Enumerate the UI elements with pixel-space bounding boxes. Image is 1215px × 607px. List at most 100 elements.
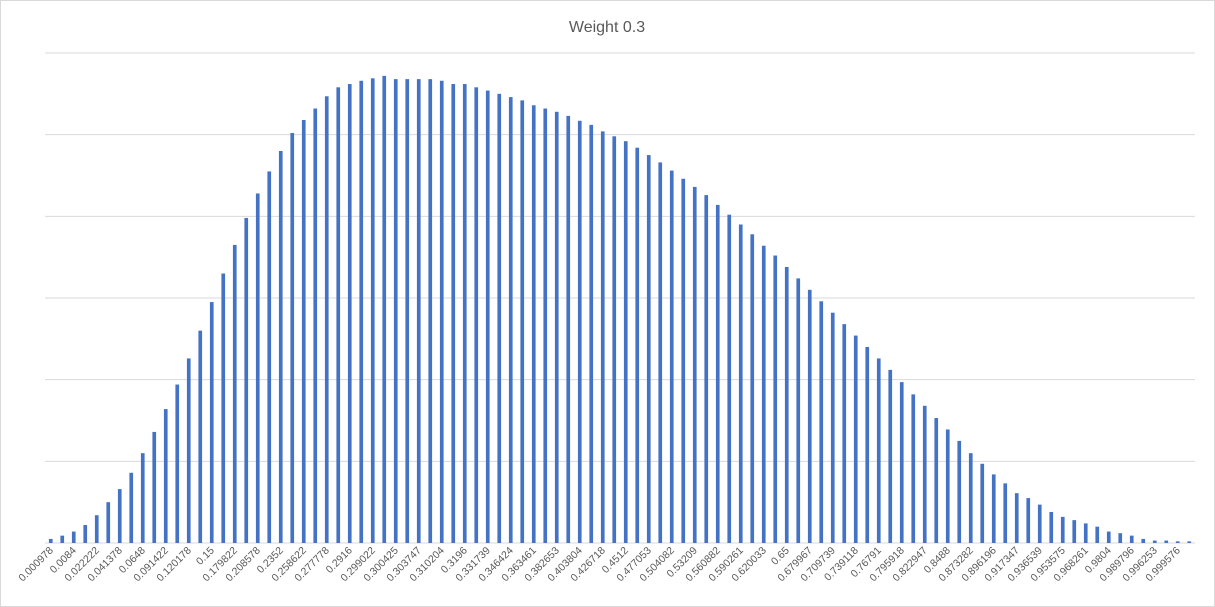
bar: [658, 162, 663, 543]
bar: [1187, 541, 1192, 543]
bar: [451, 84, 456, 543]
bar: [232, 244, 237, 544]
bar: [508, 97, 513, 543]
bar: [60, 535, 65, 543]
bar: [646, 155, 651, 543]
bar: [1141, 538, 1146, 543]
bar: [94, 515, 99, 543]
bar: [911, 394, 916, 543]
bar: [71, 531, 76, 543]
bar: [393, 79, 398, 543]
bar: [163, 409, 168, 543]
bar: [991, 474, 996, 543]
bar: [290, 133, 295, 543]
bar: [1003, 483, 1008, 543]
bar: [1164, 540, 1169, 543]
gridlines: [45, 52, 1195, 544]
bar: [198, 330, 203, 543]
bar: [1106, 531, 1111, 543]
bar: [83, 525, 88, 543]
bar: [520, 100, 525, 544]
bar-series: [48, 75, 1192, 544]
bar: [1118, 533, 1123, 543]
bar: [497, 93, 502, 543]
bar: [876, 358, 881, 543]
bar: [278, 151, 283, 543]
chart-title: Weight 0.3: [569, 19, 645, 36]
bar: [715, 204, 720, 543]
bar: [1083, 523, 1088, 543]
bar: [807, 289, 812, 543]
bar: [945, 429, 950, 543]
bar: [370, 78, 375, 543]
bar: [888, 369, 893, 543]
bar: [853, 335, 858, 543]
bar: [796, 278, 801, 543]
bar: [554, 111, 559, 544]
bar: [186, 358, 191, 543]
bar: [336, 87, 341, 544]
bar: [347, 84, 352, 543]
bar: [623, 141, 628, 543]
bar: [129, 472, 134, 543]
bar: [106, 502, 111, 543]
bar: [175, 384, 180, 543]
bar: [48, 538, 53, 543]
bar: [635, 147, 640, 544]
bar: [669, 170, 674, 543]
bar: [405, 79, 410, 543]
bar: [267, 171, 272, 544]
bar: [543, 108, 548, 543]
bar: [968, 453, 973, 543]
bar: [462, 84, 467, 543]
bar: [784, 266, 789, 543]
bar: [1014, 493, 1019, 543]
bar: [830, 312, 835, 543]
bar: [428, 79, 433, 543]
bar: [152, 431, 157, 543]
bar: [577, 120, 582, 543]
bar: [922, 405, 927, 543]
bar: [612, 136, 617, 544]
bar: [1026, 498, 1031, 543]
bar: [761, 245, 766, 544]
bar: [1037, 504, 1042, 543]
bar: [221, 273, 226, 543]
bar: [727, 214, 732, 543]
bar: [1072, 520, 1077, 543]
bar: [382, 75, 387, 544]
bar: [140, 453, 145, 543]
bar: [474, 87, 479, 544]
bar: [1095, 526, 1100, 543]
bar: [117, 489, 122, 543]
bar: [485, 90, 490, 543]
bar: [692, 186, 697, 543]
bar: [773, 255, 778, 543]
bar: [750, 234, 755, 544]
bar: [1152, 540, 1157, 543]
bar: [359, 80, 364, 544]
bar: [313, 108, 318, 543]
bar: [957, 440, 962, 543]
bar: [704, 195, 709, 543]
bar: [738, 224, 743, 543]
bar: [899, 382, 904, 543]
bar: [301, 119, 306, 543]
bar: [1060, 516, 1065, 543]
bar: [681, 178, 686, 543]
bar: [865, 347, 870, 543]
bar: [819, 301, 824, 543]
bar: [244, 217, 249, 543]
bar: [934, 418, 939, 543]
bar: [566, 115, 571, 543]
bar: [209, 302, 214, 543]
bar: [600, 131, 605, 543]
bar: [842, 324, 847, 543]
bar: [1049, 511, 1054, 543]
bar: [416, 79, 421, 543]
bar: [589, 124, 594, 544]
x-tick-labels: 0.0009780.00840.0222220.0413780.06480.09…: [16, 545, 1183, 585]
bar: [439, 80, 444, 544]
